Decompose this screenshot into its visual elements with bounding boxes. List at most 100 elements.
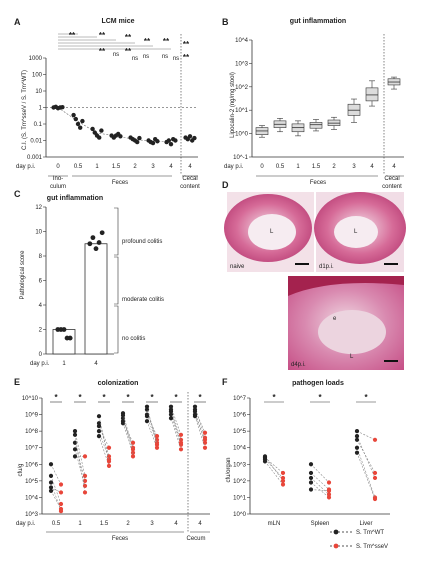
panel-e-ssev-point: [130, 447, 136, 452]
panel-b-xtick-label: 4: [370, 164, 374, 170]
panel-c-ylabel: Pathological score: [20, 250, 26, 300]
panel-a-ytick-label: 10: [35, 89, 42, 95]
panel-b-box: [365, 87, 379, 102]
panel-e-wt-point: [72, 429, 78, 434]
panel-e-pair-line: [194, 414, 206, 440]
panel-f-ssev-point: [372, 470, 378, 476]
panel-f-ssev-point: [326, 492, 332, 497]
panel-a-group-cecal: Cecal: [182, 176, 197, 182]
panel-c-data-point: [90, 235, 96, 241]
panel-f-ssev-point: [280, 475, 286, 481]
panel-a-significance-label: **: [144, 37, 151, 46]
panel-e-wt-point: [96, 434, 102, 439]
scale-bar: [384, 360, 398, 362]
panel-e-ssev-point: [106, 459, 112, 464]
panel-b-ytick-label: 10^-1: [233, 155, 248, 161]
panel-e-wt-point: [96, 429, 102, 434]
panel-f-pair-line: [310, 482, 330, 498]
panel-e-xtick-label: 3: [150, 521, 154, 527]
panel-f-wt-point: [308, 462, 314, 467]
panel-b-xtick-label: 0.5: [276, 164, 285, 170]
panel-c-data-point: [61, 327, 67, 332]
panel-f-xtick-label: mLN: [268, 521, 281, 527]
epithelium-marker-d4: e: [333, 316, 337, 322]
panel-e-wt-point: [48, 473, 54, 478]
legend-wt-label: S. Tm^WT: [356, 530, 384, 536]
panel-e-title: colonization: [98, 380, 139, 387]
panel-e-ssev-point: [82, 454, 88, 459]
panel-b-ytick-label: 10^3: [235, 61, 248, 67]
panel-a-ytick-label: 1000: [29, 56, 43, 62]
panel-a-title: LCM mice: [101, 18, 134, 25]
panel-e-ssev-point: [202, 437, 208, 442]
panel-e-wt-point: [72, 432, 78, 437]
panel-e-pair-line: [74, 431, 86, 476]
panel-b-xtick-label: 4: [392, 164, 396, 170]
panel-e-wt-point: [48, 462, 54, 467]
panel-a-data-point: [155, 139, 160, 144]
panel-a-significance-label: ns: [162, 54, 168, 60]
panel-c-bracket: [114, 207, 119, 256]
panel-a-data-point: [137, 135, 142, 141]
panel-f-ytick-label: 10^3: [233, 462, 246, 468]
panel-f-pair-line: [264, 459, 284, 479]
panel-f-pair-line: [356, 430, 376, 441]
panel-f-pair-line: [356, 436, 376, 479]
panel-a-group-inoculum-2: culum: [50, 184, 66, 190]
panel-f-ssev-point: [280, 470, 286, 476]
panel-b-xtick-label: 1.5: [312, 164, 321, 170]
panel-a-xprefix: day p.i.: [16, 164, 36, 170]
scale-bar: [384, 263, 398, 265]
panel-b-xtick-label: 0: [260, 164, 264, 170]
panel-e-ytick-label: 10^3: [25, 512, 38, 518]
panel-b-ytick-label: 10^0: [235, 132, 248, 138]
panel-e-pair-line: [146, 406, 158, 445]
lumen-marker-d1: L: [354, 229, 358, 235]
lumen-marker-naive: L: [270, 229, 274, 235]
panel-a-data-point: [90, 126, 95, 132]
panel-a-data-point: [73, 116, 79, 122]
panel-e-ytick-label: 10^4: [25, 495, 38, 501]
panel-c-ytick-label: 2: [39, 328, 43, 334]
panel-c-letter: C: [14, 189, 21, 199]
panel-e-wt-point: [168, 404, 174, 409]
panel-e-wt-point: [72, 440, 78, 445]
panel-f-ssev-point: [372, 475, 378, 481]
panel-c-ytick-label: 4: [39, 303, 43, 309]
legend: S. Tm^WT S. Tm^sseV: [330, 529, 388, 550]
panel-c-data-point: [87, 241, 93, 247]
panel-f-xtick-label: Liver: [359, 521, 372, 527]
panel-a-significance-label: **: [69, 31, 76, 40]
panel-e-ytick-label: 10^9: [25, 413, 38, 419]
panel-e-pair-line: [98, 426, 110, 448]
panel-e-wt-point: [48, 480, 54, 485]
panel-b-box: [309, 122, 323, 129]
panel-f-significance-label: *: [318, 393, 322, 402]
panel-e-wt-point: [96, 414, 102, 419]
panel-e-pair-line: [50, 464, 62, 485]
histology-images: naive d1p.i. d4p.i. L L L e: [224, 192, 406, 370]
panel-e-pair-line: [146, 421, 158, 448]
panel-e-wt-point: [48, 485, 54, 490]
panel-b-group-content: content: [382, 184, 402, 190]
panel-e-ytick-label: 10^5: [25, 479, 38, 485]
panel-a-xtick-label: 4: [188, 164, 192, 170]
panel-f-ytick-label: 10^1: [233, 495, 246, 501]
panel-e-wt-point: [144, 419, 150, 424]
panel-f-significance-label: *: [272, 393, 276, 402]
panel-f-ssev-point: [326, 480, 332, 485]
panel-e-wt-point: [144, 412, 150, 417]
panel-e-ssev-point: [202, 430, 208, 435]
d4-lumen-shape: [318, 310, 386, 354]
panel-f-wt-point: [262, 454, 268, 459]
panel-e-significance-label: *: [198, 393, 202, 402]
naive-lumen-shape: [248, 214, 296, 250]
panel-e-pair-line: [122, 423, 134, 453]
panel-a-ylabel: C.I. (S. Tm^sseV / S. Tm^WT): [22, 70, 28, 150]
panel-e-xtick-label: 1.5: [100, 521, 109, 527]
panel-e-xprefix: day p.i.: [16, 521, 36, 527]
panel-f-pair-line: [310, 489, 330, 492]
panel-c-bar: [84, 243, 108, 355]
panel-e-ssev-point: [154, 445, 160, 450]
